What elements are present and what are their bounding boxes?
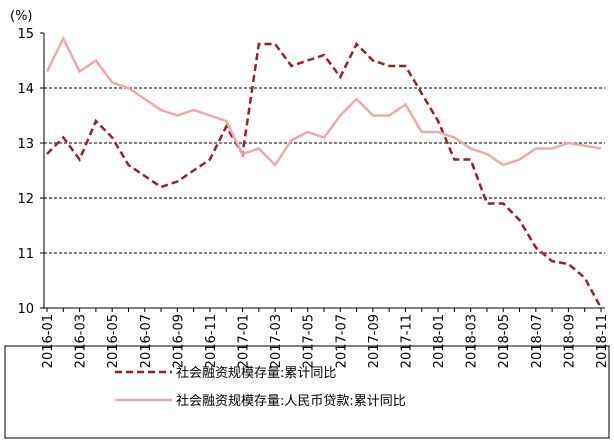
- legend-label: 社会融资规模存量:累计同比: [176, 365, 336, 381]
- x-tick-label: 2016-01: [41, 314, 56, 368]
- x-tick-label: 2018-11: [595, 314, 610, 368]
- x-tick-label: 2018-03: [465, 314, 480, 368]
- legend-label: 社会融资规模存量:人民币贷款:累计同比: [176, 393, 406, 409]
- x-tick-label: 2018-01: [432, 314, 447, 368]
- line-series: [45, 35, 602, 167]
- x-tick-label: 2017-01: [237, 314, 252, 368]
- y-tick-label: 10: [17, 302, 34, 317]
- x-tick-label: 2018-05: [497, 314, 512, 368]
- legend-box: [4, 345, 610, 439]
- x-tick-label: 2017-05: [302, 314, 317, 368]
- x-tick-label: 2017-03: [269, 314, 284, 368]
- y-tick-label: 13: [17, 137, 34, 152]
- line-series: [46, 41, 603, 309]
- x-tick-label: 2016-07: [139, 314, 154, 368]
- y-tick-label: 15: [17, 27, 34, 42]
- x-tick-label: 2017-11: [399, 314, 414, 368]
- x-tick-label: 2016-05: [106, 314, 121, 368]
- x-tick-label: 2017-09: [367, 314, 382, 368]
- x-tick-label: 2018-07: [530, 314, 545, 368]
- x-tick-label: 2016-11: [204, 314, 219, 368]
- x-tick-label: 2016-03: [74, 314, 89, 368]
- y-tick-label: 14: [17, 82, 34, 97]
- x-tick-label: 2018-09: [562, 314, 577, 368]
- x-tick-label: 2017-07: [334, 314, 349, 368]
- y-unit: (%): [10, 9, 33, 24]
- y-tick-label: 12: [17, 192, 34, 207]
- y-tick-label: 11: [17, 247, 34, 262]
- x-tick-label: 2016-09: [171, 314, 186, 368]
